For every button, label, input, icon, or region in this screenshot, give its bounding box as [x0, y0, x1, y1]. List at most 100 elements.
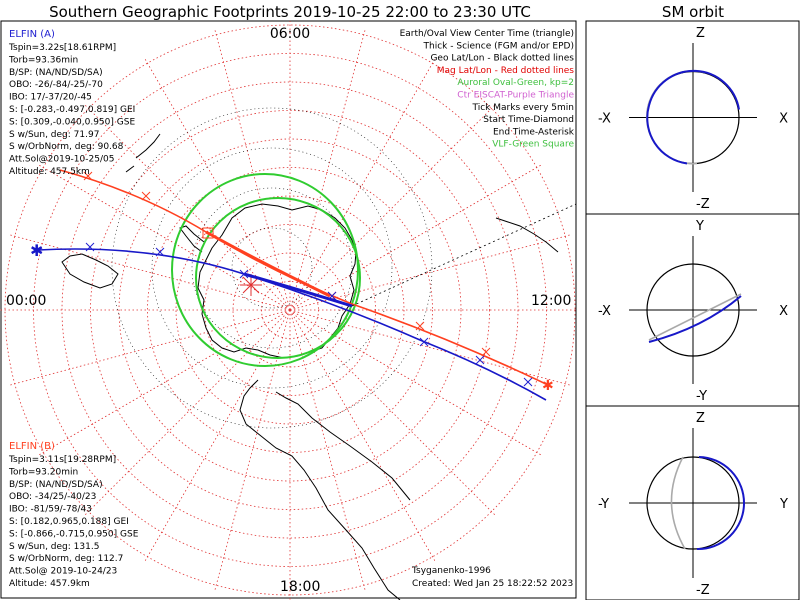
map-area: ✱ ✱ — [0, 21, 576, 600]
info-line: B/SP: (NA/ND/SD/SA) — [9, 68, 103, 78]
info-line: Tspin=3.22s[18.61RPM] — [8, 43, 116, 53]
elfin-b-vlf-square — [202, 227, 214, 239]
elfin-a-tick — [85, 242, 95, 252]
geo-lat-circle — [231, 227, 313, 309]
elfin-a-end-asterisk: ✱ — [30, 241, 43, 260]
sm-panel-3: Z -Z -Y Y — [585, 405, 800, 600]
sm-label-top: Y — [695, 219, 704, 234]
info-line: Altitude: 457.5km — [9, 167, 90, 177]
mag-lat-circle — [175, 195, 405, 425]
mag-lat-circle — [90, 110, 490, 510]
auroral-oval-inner — [195, 197, 361, 359]
info-line: OBO: -26/-84/-25/-70 — [9, 80, 103, 90]
geo-grid — [111, 107, 433, 429]
legend-entry: Earth/Oval View Center Time (triangle) — [400, 29, 574, 39]
credit-created: Created: Wed Jan 25 18:22:52 2023 — [412, 579, 573, 589]
time-label-right: 12:00 — [531, 293, 571, 309]
coastlines — [61, 133, 559, 600]
mag-lon-line — [214, 29, 291, 311]
chart-title: Southern Geographic Footprints 2019-10-2… — [49, 3, 531, 21]
sm-panel-1: Z -Z -X X — [585, 20, 800, 215]
info-line: S: [-0.283,-0.497,0.819] GEI — [9, 105, 135, 115]
mag-lon-line — [84, 309, 291, 516]
sm-label-bottom: -Z — [696, 583, 710, 598]
sm-orbit-b — [670, 456, 686, 550]
sm-label-top: Z — [696, 26, 705, 41]
info-line: Tspin=3.11s[19.28RPM] — [8, 455, 116, 465]
mag-lat-circle — [118, 138, 462, 482]
mag-lon-line — [289, 104, 496, 311]
mag-lon-line — [289, 309, 496, 516]
info-line: Torb=93.36min — [8, 55, 78, 65]
legend-entry: Geo Lat/Lon - Black dotted lines — [430, 54, 574, 64]
info-line: IBO: -81/59/-78/43 — [9, 505, 92, 515]
mag-lon-line — [144, 58, 291, 311]
coast-australia — [61, 253, 119, 289]
view-direction-line — [351, 203, 576, 307]
info-line: Att.Sol@2019-10-25/05 — [9, 155, 114, 165]
sm-label-left: -X — [598, 112, 611, 127]
sm-orbit-a — [696, 456, 745, 551]
sm-earth-circle — [646, 263, 740, 357]
mag-lon-line — [289, 29, 366, 311]
mag-lon-line — [38, 309, 291, 456]
elfin-a-tick — [523, 377, 533, 387]
elfin-a-tick — [155, 247, 165, 257]
sm-earth-circle — [646, 456, 740, 550]
info-line: Torb=93.20min — [8, 467, 78, 477]
sm-label-bottom: -Y — [696, 389, 707, 404]
sm-label-left: -Y — [598, 497, 609, 512]
mag-lon-line — [84, 104, 291, 311]
sm-orbit-a — [646, 69, 740, 165]
sm-orbit-panels: Z -Z -X X Y -Y -X X Z -Z -Y Y — [585, 20, 800, 600]
elfin-a-tick — [475, 355, 485, 365]
geo-lat-circle — [151, 147, 393, 389]
mag-lat-circle — [147, 167, 433, 453]
coast-south-america-east — [275, 391, 411, 501]
mag-lon-line — [289, 58, 436, 311]
info-line: IBO: 17/-37/20/-45 — [9, 93, 92, 103]
sm-label-right: X — [779, 304, 788, 319]
info-line: S w/OrbNorm, deg: 90.68 — [9, 142, 124, 152]
mag-lon-line — [144, 309, 291, 562]
coast-new-zealand — [125, 133, 161, 173]
elfin-b-tick — [83, 171, 93, 181]
elfin-b-tick — [141, 191, 151, 201]
info-line: Att.Sol@ 2019-10-24/23 — [9, 567, 117, 577]
info-line: S w/Sun, deg: 131.5 — [9, 542, 99, 552]
elfin-a-name: ELFIN (A) — [9, 29, 55, 40]
sm-label-right: X — [779, 112, 788, 127]
mag-lon-line — [289, 309, 542, 456]
elfin-a-tick — [239, 269, 249, 279]
legend-entry: Start Time-Diamond — [483, 115, 574, 125]
mag-lon-line — [9, 309, 291, 386]
elfin-b-info: Tspin=3.11s[19.28RPM] Torb=93.20min B/SP: … — [8, 455, 139, 589]
info-line: B/SP: (NA/ND/SD/SA) — [9, 480, 103, 490]
sm-orbit-title: SM orbit — [662, 3, 724, 21]
sm-label-top: Z — [696, 411, 705, 426]
elfin-a-tick — [419, 337, 429, 347]
coast-south-america — [239, 379, 401, 600]
geo-lat-circle — [191, 187, 353, 349]
time-label-left: 00:00 — [6, 293, 46, 309]
info-line: S w/Sun, deg: 71.97 — [9, 130, 99, 140]
coast-africa — [495, 217, 559, 253]
auroral-oval — [171, 173, 361, 367]
elfin-b-tick — [415, 321, 425, 331]
info-line: S: [-0.866,-0.715,0.950] GSE — [9, 529, 139, 539]
info-line: Altitude: 457.9km — [9, 579, 90, 589]
elfin-b-name: ELFIN (B) — [9, 441, 55, 452]
time-label-top: 06:00 — [270, 26, 310, 42]
legend-entry: Tick Marks every 5min — [472, 103, 574, 113]
mag-lon-line — [9, 234, 291, 311]
center-markers — [240, 274, 262, 296]
legend-entry: Thick - Science (FGM and/or EPD) — [423, 41, 574, 51]
mag-lon-line — [214, 309, 291, 591]
sm-label-bottom: -Z — [696, 197, 710, 212]
sm-panel-frame — [585, 405, 800, 600]
sm-orbit-b — [648, 293, 742, 341]
elfin-b-end-asterisk: ✱ — [542, 378, 554, 394]
sm-orbit-a — [648, 295, 742, 343]
mag-lon-line — [289, 309, 571, 386]
